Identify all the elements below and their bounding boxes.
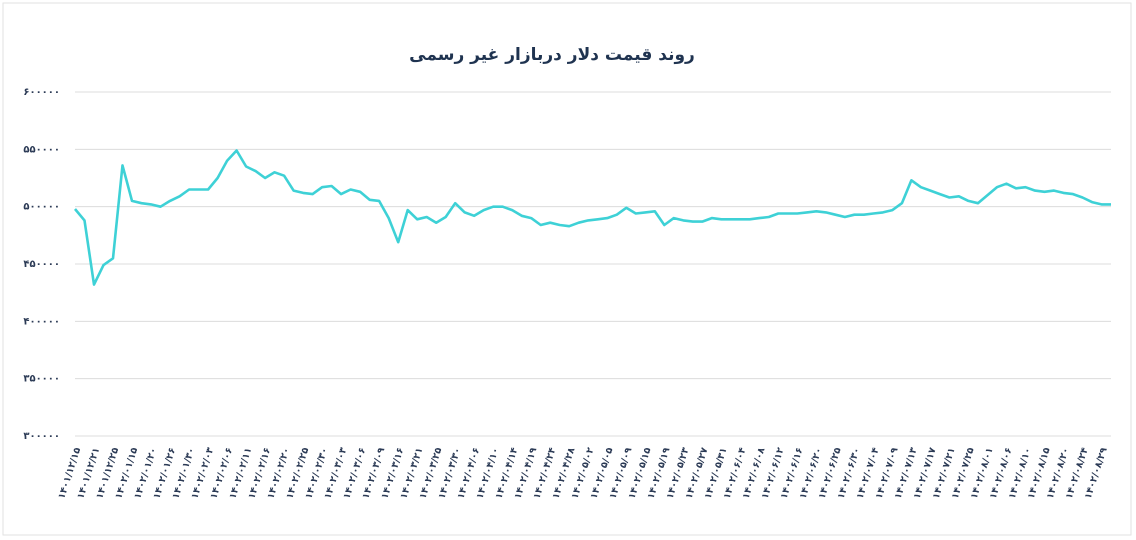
chart-title: روند قیمت دلار دربازار غیر رسمی — [409, 45, 695, 65]
y-tick-label: ۵۵۰۰۰۰ — [23, 144, 60, 155]
y-tick-label: ۳۰۰۰۰۰ — [23, 431, 60, 442]
y-tick-label: ۶۰۰۰۰۰ — [23, 87, 60, 98]
y-tick-label: ۴۵۰۰۰۰ — [23, 259, 60, 270]
y-tick-label: ۵۰۰۰۰۰ — [23, 202, 60, 213]
y-tick-label: ۴۰۰۰۰۰ — [23, 316, 60, 327]
y-tick-label: ۳۵۰۰۰۰ — [23, 374, 60, 385]
price-line — [74, 149, 1111, 286]
